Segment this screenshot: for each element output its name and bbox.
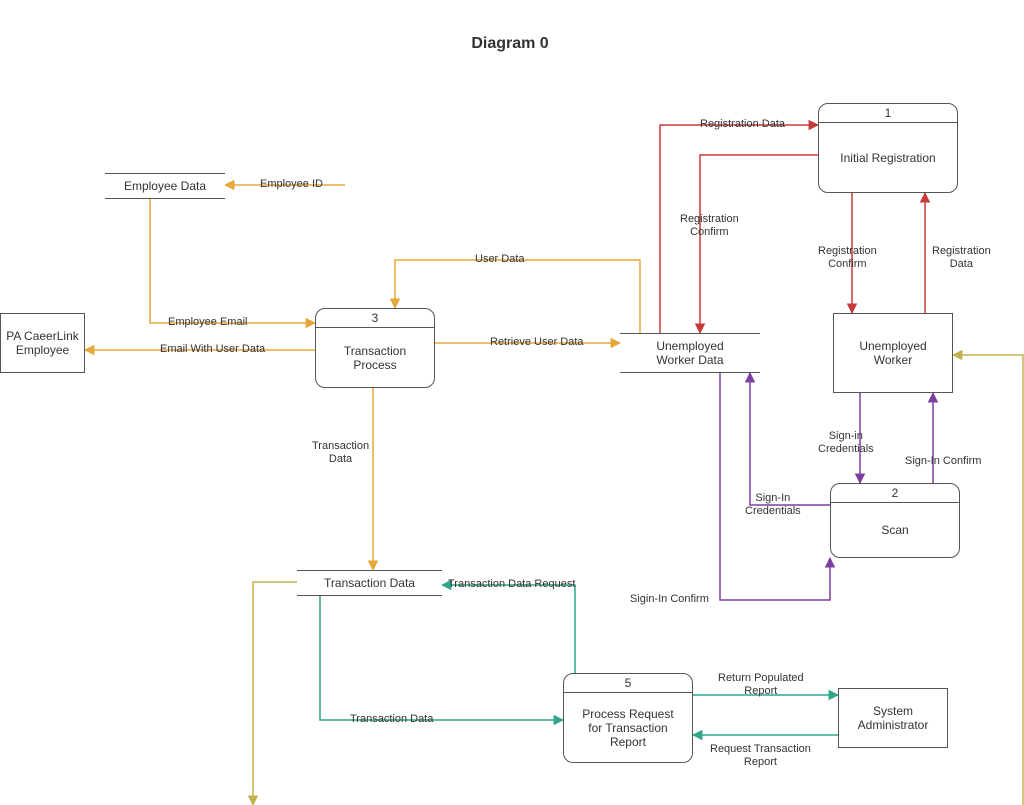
edge-label: Sign-in Credentials	[818, 430, 874, 456]
process-label: Initial Registration	[834, 123, 941, 192]
datastore-employee-data: Employee Data	[105, 173, 225, 199]
datastore-unemployed-worker-data: Unemployed Worker Data	[620, 333, 760, 373]
edge-label: Employee ID	[260, 178, 323, 191]
process-5-report: 5 Process Request for Transaction Report	[563, 673, 693, 763]
datastore-label: Transaction Data	[324, 576, 415, 590]
edge-e_txreq	[442, 585, 575, 685]
process-number: 2	[831, 484, 959, 503]
process-label: Scan	[875, 503, 914, 557]
datastore-label: Employee Data	[124, 179, 206, 193]
process-3-transaction: 3 Transaction Process	[315, 308, 435, 388]
edge-e_regdata_up	[660, 125, 818, 333]
diagram-title: Diagram 0	[440, 35, 580, 53]
edge-e_signin_conf2	[720, 373, 830, 600]
edge-label: Registration Confirm	[818, 245, 877, 271]
edge-label: Sign-In Credentials	[745, 492, 801, 518]
edge-label: Transaction Data	[350, 713, 433, 726]
entity-label: System Administrator	[858, 704, 929, 732]
edge-label: Registration Data	[932, 245, 991, 271]
edge-e_olive_left	[253, 582, 297, 805]
edge-label: Sign-In Confirm	[905, 455, 981, 468]
edge-e_olive_right	[953, 355, 1023, 805]
edge-label: Transaction Data	[312, 440, 369, 466]
edge-label: Registration Confirm	[680, 213, 739, 239]
edge-e_signin_cred2	[750, 373, 830, 505]
edge-label: Request Transaction Report	[710, 743, 811, 769]
edge-label: Return Populated Report	[718, 672, 804, 698]
edge-e_empemail	[150, 199, 315, 323]
process-label: Process Request for Transaction Report	[576, 693, 679, 762]
edge-label: Employee Email	[168, 316, 247, 329]
process-number: 5	[564, 674, 692, 693]
entity-label: Unemployed Worker	[859, 339, 926, 367]
process-number: 1	[819, 104, 957, 123]
edge-label: Email With User Data	[160, 343, 265, 356]
edge-e_txdata_to5	[320, 596, 563, 720]
edge-label: Transaction Data Request	[448, 578, 575, 591]
edge-label: Registration Data	[700, 118, 785, 131]
process-1-initial-registration: 1 Initial Registration	[818, 103, 958, 193]
edge-label: User Data	[475, 253, 525, 266]
process-2-scan: 2 Scan	[830, 483, 960, 558]
diagram-canvas: Diagram 0 Employee Data PA CaeerLink Emp…	[0, 0, 1024, 805]
process-number: 3	[316, 309, 434, 328]
entity-system-administrator: System Administrator	[838, 688, 948, 748]
datastore-transaction-data: Transaction Data	[297, 570, 442, 596]
process-label: Transaction Process	[338, 328, 412, 387]
edge-label: Retrieve User Data	[490, 336, 584, 349]
edge-label: Sigin-In Confirm	[630, 593, 709, 606]
entity-pa-caeerlink-employee: PA CaeerLink Employee	[0, 313, 85, 373]
entity-unemployed-worker: Unemployed Worker	[833, 313, 953, 393]
edge-e_regconf_down	[700, 155, 818, 333]
datastore-label: Unemployed Worker Data	[656, 339, 723, 367]
entity-label: PA CaeerLink Employee	[6, 329, 79, 357]
